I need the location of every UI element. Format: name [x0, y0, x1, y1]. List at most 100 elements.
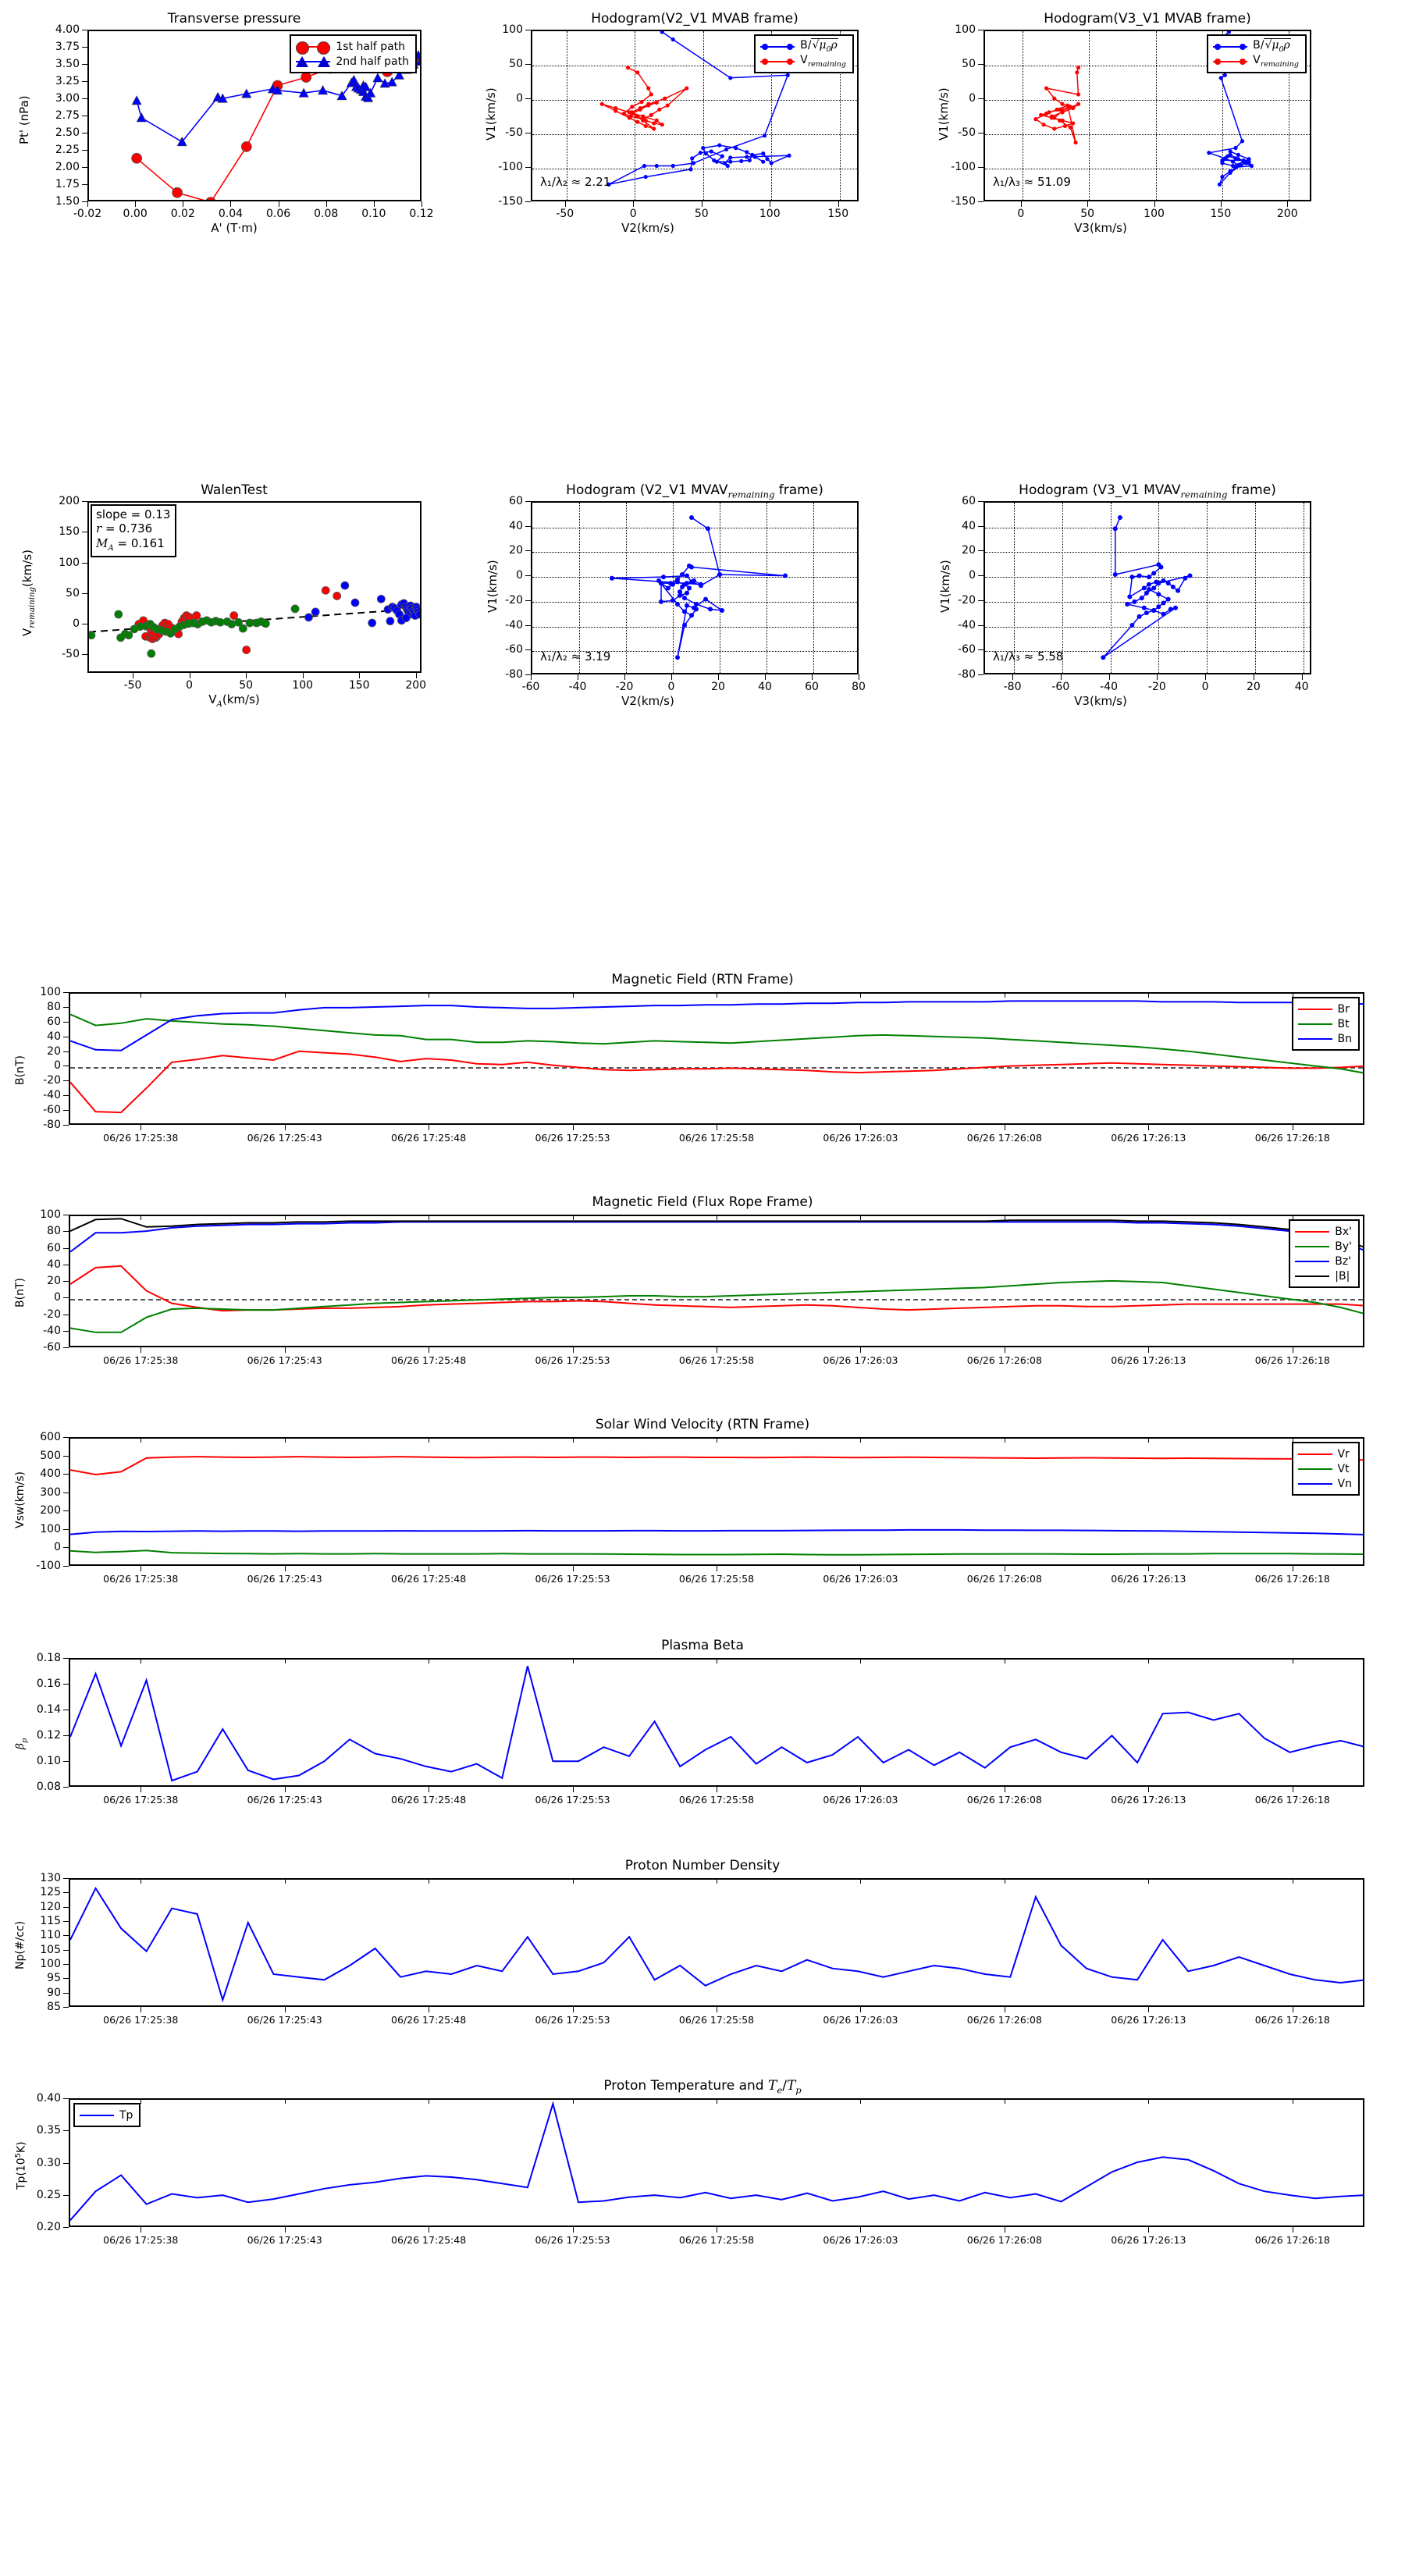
data-point — [1147, 582, 1151, 587]
grid-line-horizontal — [985, 100, 1310, 101]
data-point — [1052, 96, 1057, 101]
data-point — [114, 610, 123, 619]
y-tick-label: 0.25 — [36, 2188, 61, 2201]
data-point — [654, 100, 659, 105]
time-tick-label: 06/26 17:26:03 — [823, 1132, 898, 1144]
data-point — [1125, 602, 1130, 607]
x-tick-label: 0.12 — [409, 208, 434, 220]
data-point — [372, 73, 383, 83]
panel-title: Solar Wind Velocity (RTN Frame) — [595, 1417, 810, 1432]
y-tick-mark — [525, 167, 531, 168]
data-point — [699, 583, 703, 589]
y-tick-label: -100 — [951, 161, 976, 173]
data-point — [1228, 170, 1232, 175]
data-point — [728, 76, 733, 80]
panel-hodogram-v3v1-mvav: Hodogram (V3_V1 MVAVremaining frame) λ₁/… — [921, 468, 1405, 921]
x-tick-label: 40 — [758, 681, 772, 693]
legend-b_rtn: Br Bt Bn — [1291, 997, 1360, 1051]
data-point — [769, 161, 774, 165]
grid-line-vertical — [813, 503, 814, 673]
data-point — [642, 163, 647, 169]
data-point — [393, 69, 404, 80]
data-point — [646, 86, 651, 91]
data-point — [1132, 599, 1137, 604]
time-tick-mark-top — [284, 1215, 286, 1220]
grid-line-horizontal — [532, 626, 857, 628]
data-point — [376, 594, 386, 603]
y-axis-label: V1(km/s) — [937, 87, 951, 141]
legend-label: By' — [1335, 1240, 1352, 1253]
x-tick-label: 80 — [852, 681, 866, 693]
y-tick-label: 0.35 — [36, 2124, 61, 2137]
y-tick-mark — [63, 992, 69, 993]
data-point — [717, 571, 722, 577]
y-tick-label: 0.40 — [36, 2092, 61, 2105]
data-point — [1136, 614, 1142, 619]
x-tick-label: -50 — [556, 208, 574, 220]
time-tick-label: 06/26 17:25:43 — [247, 2014, 322, 2026]
y-tick-mark — [63, 1281, 69, 1282]
y-tick-mark — [82, 201, 87, 202]
x-tick-mark — [359, 673, 361, 678]
y-tick-label: 60 — [47, 1241, 61, 1254]
data-point — [670, 582, 675, 587]
plot-area: Tp — [69, 2098, 1364, 2227]
time-tick-label: 06/26 17:26:03 — [823, 2234, 898, 2246]
x-axis-label: A' (T·m) — [211, 221, 258, 235]
data-point — [701, 146, 706, 151]
time-tick-mark — [1148, 1566, 1150, 1571]
data-point — [234, 617, 243, 627]
plot-area: Bx' By' Bz' |B| — [69, 1215, 1364, 1347]
time-tick-label: 06/26 17:26:18 — [1254, 1794, 1330, 1806]
legend-vsw: Vr Vt Vn — [1291, 1442, 1360, 1496]
y-tick-label: 100 — [59, 556, 80, 569]
y-tick-mark — [525, 98, 531, 99]
data-point — [1222, 73, 1227, 77]
y-tick-label: 100 — [955, 23, 976, 36]
x-tick-label: 200 — [405, 679, 427, 692]
y-tick-label: 500 — [40, 1449, 61, 1462]
x-axis-label: V3(km/s) — [1074, 221, 1127, 235]
y-tick-mark — [63, 1787, 69, 1788]
legend-line-sample — [80, 2111, 114, 2120]
time-tick-label: 06/26 17:25:53 — [535, 1354, 610, 1366]
y-tick-label: 85 — [47, 2001, 61, 2013]
time-tick-mark — [1148, 1347, 1150, 1353]
panel-hodogram-v2v1-mvav: Hodogram (V2_V1 MVAVremaining frame) λ₁/… — [468, 468, 921, 921]
data-point — [386, 76, 397, 87]
plot-area: Vr Vt Vn — [69, 1437, 1364, 1566]
y-axis-label: B(nT) — [14, 1055, 27, 1085]
time-tick-mark — [284, 2227, 286, 2233]
x-tick-mark — [1205, 674, 1207, 680]
time-tick-mark-top — [140, 1878, 142, 1884]
panel-magnetic-field-flux-rope: Magnetic Field (Flux Rope Frame) Bx' By' Bz… — [0, 1194, 1405, 1397]
data-point — [192, 611, 201, 620]
y-tick-mark — [82, 64, 87, 65]
data-point — [1239, 163, 1243, 168]
y-tick-label: -80 — [958, 668, 976, 681]
time-tick-mark-top — [284, 2098, 286, 2104]
time-tick-label: 06/26 17:26:13 — [1111, 1573, 1186, 1585]
data-point — [1226, 31, 1232, 34]
y-tick-mark — [63, 1949, 69, 1951]
y-tick-mark — [63, 1006, 69, 1008]
x-tick-mark — [373, 201, 375, 207]
time-tick-mark-top — [860, 992, 862, 998]
y-tick-mark — [978, 600, 984, 601]
y-tick-label: -150 — [951, 195, 976, 208]
y-tick-label: 60 — [962, 495, 976, 507]
data-point — [1207, 151, 1211, 155]
y-axis-label: V1(km/s) — [484, 87, 498, 141]
time-tick-mark — [284, 1787, 286, 1792]
data-point — [646, 103, 651, 108]
data-point — [1161, 611, 1166, 617]
data-point — [1062, 123, 1068, 129]
x-tick-mark — [1154, 201, 1155, 207]
x-tick-label: 0 — [1201, 681, 1209, 693]
legend-b_fr: Bx' By' Bz' |B| — [1289, 1219, 1360, 1288]
legend-label: Vt — [1337, 1462, 1350, 1475]
data-point — [670, 163, 675, 169]
panel-title: WalenTest — [201, 482, 268, 498]
y-axis-label: Tp(105K) — [14, 2140, 28, 2190]
